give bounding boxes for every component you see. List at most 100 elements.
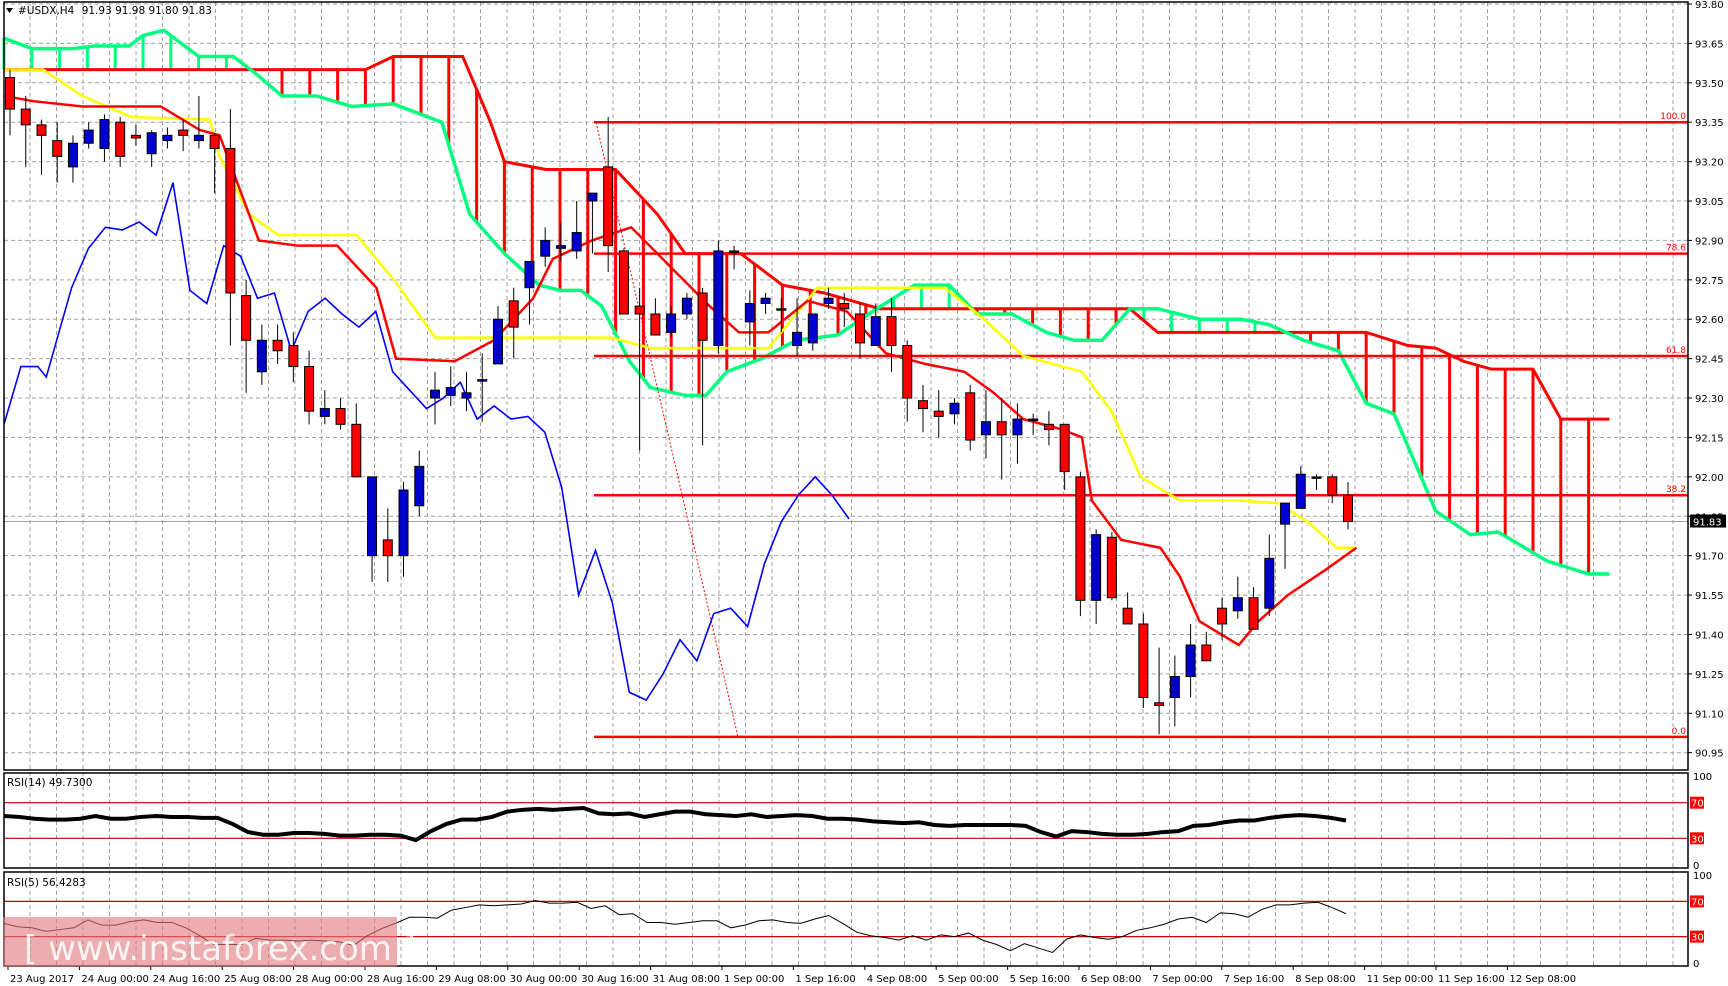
bear-candle [618, 248, 629, 315]
price-axis-label: 92.45 [1695, 355, 1724, 366]
bear-candle [1343, 482, 1353, 530]
price-axis-label: 93.50 [1695, 79, 1724, 90]
bull-candle [1185, 623, 1196, 698]
bear-candle [52, 122, 63, 183]
rsi-level-tag [1690, 832, 1704, 845]
bull-candle [555, 222, 566, 262]
bear-candle [178, 119, 189, 152]
ichimoku-lines [3, 68, 1358, 702]
bull-candle [1028, 413, 1039, 435]
rsi-axis-label: 0 [1693, 861, 1699, 872]
candle-body [414, 465, 425, 507]
bear-candle [1138, 613, 1149, 709]
candle-body [996, 421, 1007, 436]
bull-candle [1295, 466, 1306, 509]
candle-body [398, 489, 409, 557]
candle-body [1280, 502, 1291, 525]
bull-candle [445, 366, 456, 406]
bull-candle [666, 306, 677, 338]
candle-body [319, 408, 330, 417]
rsi-axis-label: 70 [1691, 799, 1704, 810]
bull-candle [146, 130, 157, 167]
candle-body [477, 379, 488, 382]
rsi-level-tag [1690, 895, 1704, 908]
candle-body [886, 316, 897, 347]
price-axis-label: 93.05 [1695, 197, 1724, 208]
price-axis-label: 92.30 [1695, 394, 1724, 405]
time-axis-label: 7 Sep 00:00 [1152, 974, 1212, 985]
candle-body [130, 134, 141, 139]
bear-candle [225, 109, 236, 346]
time-axis-label: 25 Aug 08:00 [224, 974, 291, 985]
time-axis-label: 4 Sep 08:00 [867, 974, 927, 985]
bull-candle [67, 135, 78, 183]
time-axis-label: 30 Aug 00:00 [510, 974, 577, 985]
senkou-span-a-line [3, 28, 1610, 576]
candle-body [241, 295, 252, 341]
candle-body [540, 239, 551, 257]
fibonacci-levels[interactable]: 100.0 78.6 61.8 38.2 0.0 [594, 112, 1688, 739]
bear-candle [1217, 597, 1228, 640]
candle-body [917, 400, 928, 410]
candle-body [1091, 534, 1102, 601]
fib-level-label: 38.2 [1666, 485, 1686, 495]
bull-candle [524, 260, 535, 325]
bear-candle [886, 298, 897, 372]
rsi14-label: RSI(14) 49.7300 [7, 777, 92, 789]
tenkan-sen-line [3, 94, 1358, 647]
bull-candle [870, 303, 881, 347]
candle-body [603, 166, 614, 247]
bear-candle [917, 384, 928, 433]
candle-body [650, 313, 661, 336]
triangle-down-icon[interactable] [6, 8, 13, 13]
bull-candle [461, 371, 472, 412]
candle-body [1059, 423, 1070, 473]
candle-body [965, 392, 976, 441]
bear-candle [335, 398, 346, 430]
bear-candle [1122, 592, 1133, 625]
rsi14-line [3, 806, 1347, 843]
candle-body [681, 297, 692, 315]
price-axis-label: 92.60 [1695, 315, 1724, 326]
bull-candle [398, 482, 409, 577]
candle-body [1122, 607, 1133, 625]
candle-body [792, 331, 803, 347]
time-axis-label: 24 Aug 00:00 [81, 974, 148, 985]
candle-body [492, 318, 503, 365]
bear-candle [1327, 474, 1338, 504]
candle-body [335, 408, 346, 425]
candle-body [67, 142, 78, 168]
candle-body [618, 250, 629, 315]
axes: 93.80 93.65 93.50 93.35 93.20 93.05 92.90 92.75… [7, 0, 1726, 985]
time-axis-label: 1 Sep 16:00 [795, 974, 855, 985]
bull-candle [949, 398, 960, 425]
candle-body [256, 339, 267, 373]
candle-body [697, 292, 708, 341]
bull-candle [823, 287, 834, 309]
bull-candle [792, 298, 803, 357]
bear-candle [1248, 587, 1259, 630]
candle-body [839, 302, 850, 310]
bull-candle [571, 201, 582, 259]
candle-body [634, 305, 645, 315]
candle-body [288, 345, 299, 368]
candle-body [571, 232, 582, 252]
rsi-axis-label: 70 [1691, 897, 1704, 908]
watermark: [ www.instaforex.com ] [3, 917, 416, 969]
time-axis-label: 7 Sep 16:00 [1224, 974, 1284, 985]
bull-candle [319, 390, 330, 425]
time-axis-label: 28 Aug 00:00 [296, 974, 363, 985]
price-axis-label: 91.25 [1695, 670, 1724, 681]
watermark-text: [ www.instaforex.com ] [24, 929, 416, 969]
candle-body [1264, 557, 1275, 609]
candle-body [1295, 473, 1306, 509]
bear-candle [288, 332, 299, 383]
price-axis-label: 92.90 [1695, 236, 1724, 247]
candle-body [20, 108, 31, 126]
candle-body [178, 129, 189, 136]
candle-body [162, 134, 173, 142]
candle-body [1012, 418, 1023, 436]
time-axis-label: 23 Aug 2017 [10, 974, 74, 985]
